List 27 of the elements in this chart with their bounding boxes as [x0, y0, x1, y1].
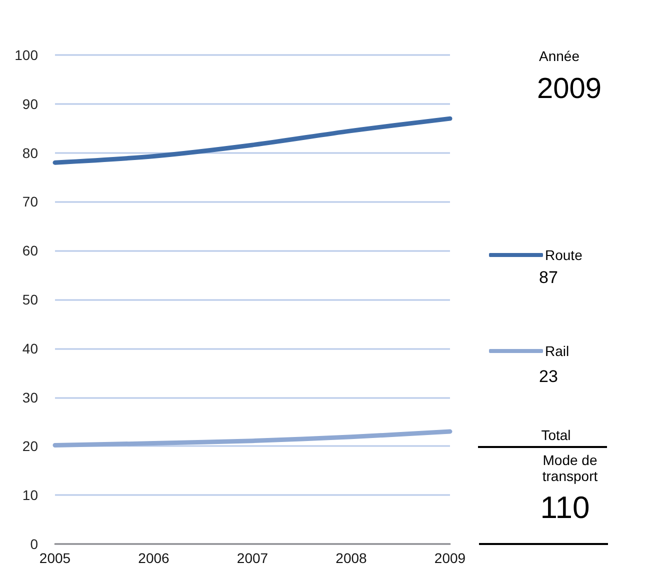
text: 2009 [537, 73, 602, 106]
x-tick-label: 2007 [236, 550, 268, 566]
x-tick-label: 2006 [138, 550, 170, 566]
y-tick-label: 60 [22, 242, 38, 259]
text: 87 [539, 268, 558, 288]
x-tick-label: 2009 [434, 550, 466, 566]
x-tick-label: 2005 [39, 550, 71, 566]
y-tick-label: 50 [22, 292, 38, 308]
legend-label: Rail [545, 343, 570, 359]
x-tick-label: 2008 [336, 550, 368, 566]
legend-label: Route [545, 247, 583, 263]
text: 23 [539, 367, 558, 387]
y-tick-label: 0 [30, 536, 38, 552]
y-tick-label: 80 [22, 144, 38, 161]
y-tick-label: 10 [22, 487, 38, 504]
text: Année [539, 48, 580, 64]
text: Mode de transport [542, 452, 598, 484]
y-tick-label: 30 [22, 389, 38, 406]
y-tick-label: 100 [14, 47, 38, 63]
y-tick-label: 20 [22, 438, 38, 454]
y-tick-label: 90 [22, 96, 38, 112]
y-tick-label: 40 [22, 340, 38, 356]
text: 110 [540, 490, 590, 526]
y-tick-label: 70 [22, 194, 38, 210]
line-series [52, 429, 452, 448]
text: Total [541, 427, 571, 444]
line-series [52, 116, 452, 165]
